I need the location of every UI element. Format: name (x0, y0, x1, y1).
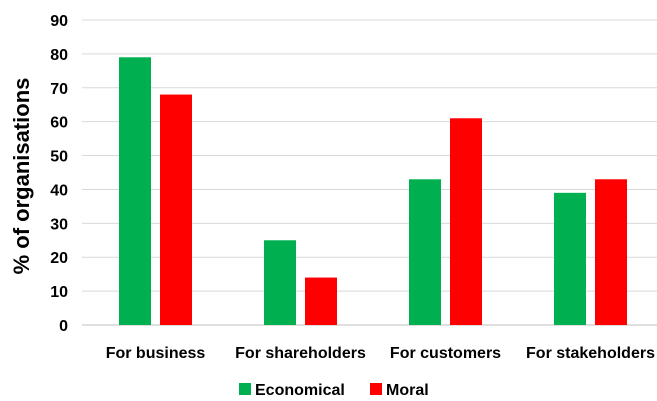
bar-moral-3 (450, 118, 482, 325)
y-tick-label: 70 (50, 81, 68, 98)
x-category-label: For business (106, 345, 206, 362)
bar-moral-1 (160, 95, 192, 325)
y-tick-label: 10 (50, 284, 68, 301)
category-labels: For business For shareholders For customer… (106, 345, 655, 362)
y-tick-label: 60 (50, 115, 68, 132)
y-tick-label: 0 (59, 318, 68, 335)
y-tick-label: 40 (50, 182, 68, 199)
legend-swatch-economical (239, 383, 251, 395)
y-tick-label: 80 (50, 47, 68, 64)
bar-moral-4 (595, 179, 627, 325)
y-axis-label: % of organisations (9, 78, 34, 275)
legend-label-moral: Moral (386, 382, 429, 399)
legend-swatch-moral (370, 383, 382, 395)
bar-moral-2 (305, 278, 337, 325)
y-tick-label: 30 (50, 216, 68, 233)
bar-economical-4 (554, 193, 586, 325)
bar-economical-1 (119, 57, 151, 325)
legend-label-economical: Economical (255, 382, 345, 399)
x-category-label: For stakeholders (526, 345, 655, 362)
bars (119, 57, 627, 325)
y-tick-label: 50 (50, 149, 68, 166)
bar-economical-3 (409, 179, 441, 325)
x-category-label: For shareholders (235, 345, 366, 362)
legend: Economical Moral (239, 382, 429, 399)
y-tick-label: 90 (50, 13, 68, 30)
y-tick-labels: 0 10 20 30 40 50 60 70 80 90 (50, 13, 68, 335)
bar-economical-2 (264, 240, 296, 325)
y-tick-label: 20 (50, 250, 68, 267)
x-category-label: For customers (390, 345, 501, 362)
